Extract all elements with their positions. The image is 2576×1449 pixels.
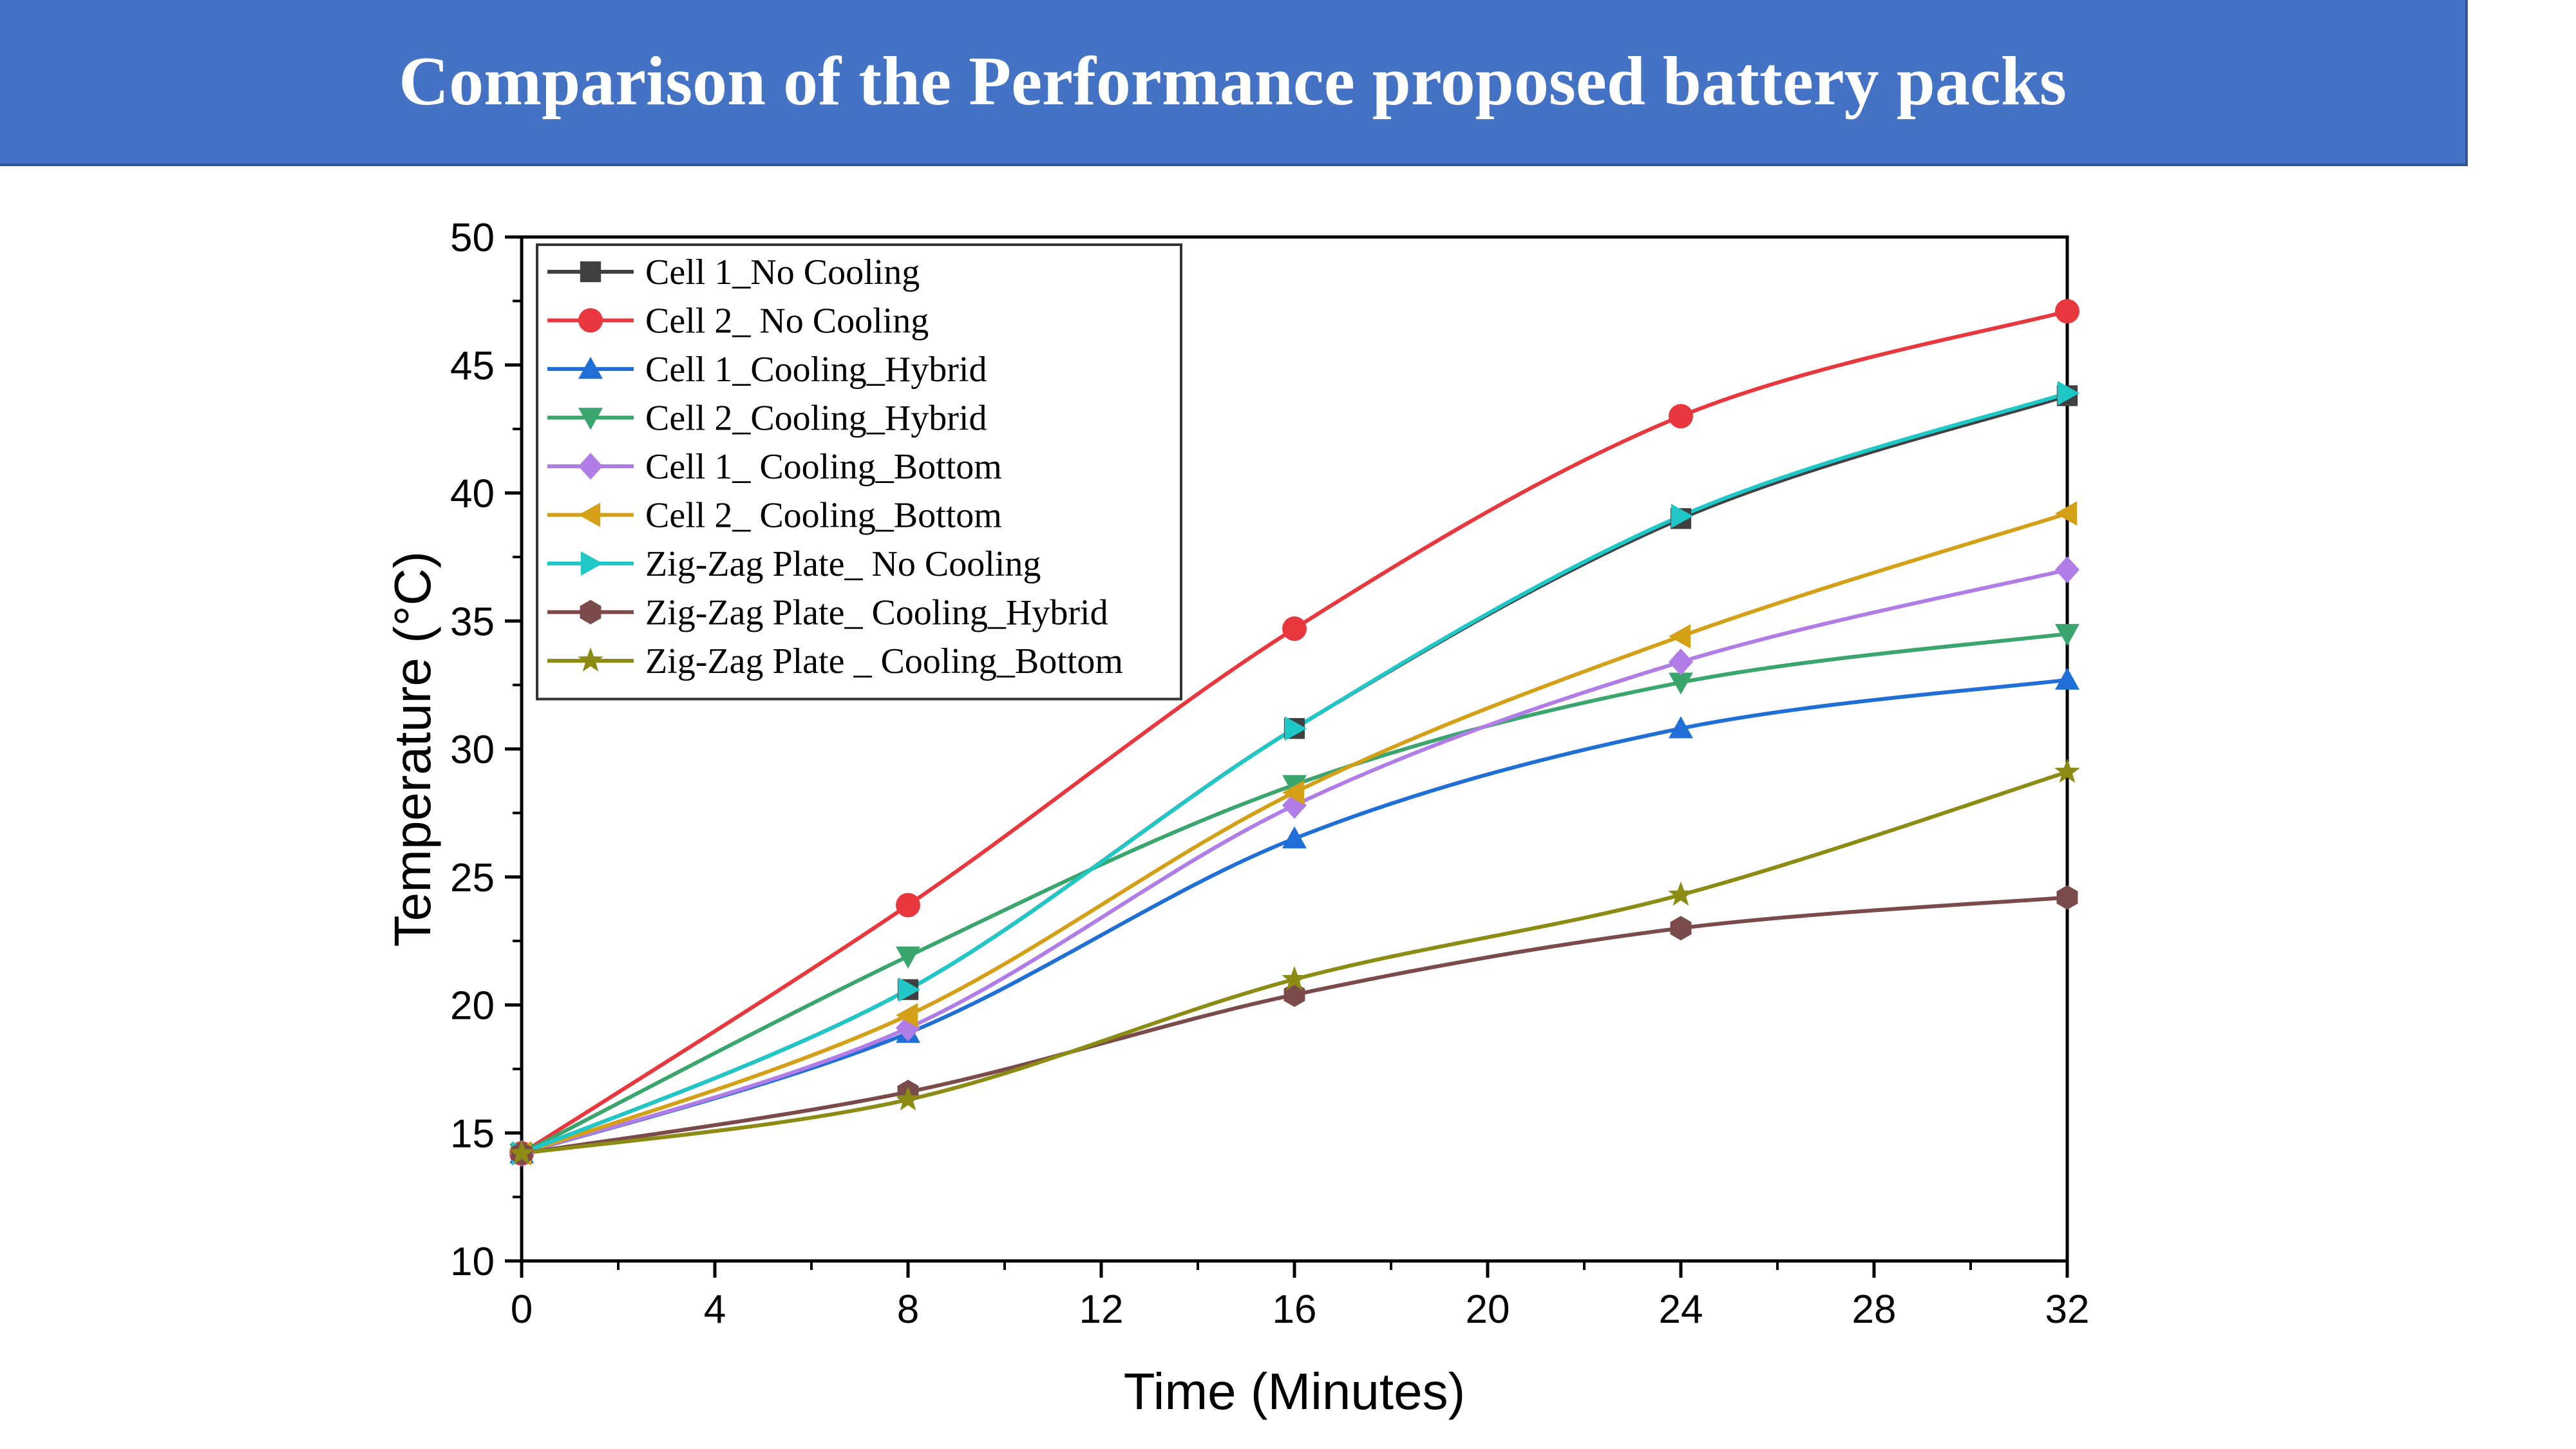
data-point: [1284, 716, 1307, 741]
legend-marker: [578, 453, 603, 480]
data-point: [1670, 916, 1692, 941]
y-axis-title: Temperature (°C): [384, 551, 441, 947]
data-point: [1669, 624, 1691, 649]
data-point: [1282, 780, 1305, 805]
y-tick-label: 15: [450, 1112, 495, 1156]
data-point: [1282, 826, 1307, 849]
data-point: [895, 1086, 921, 1111]
data-point: [2055, 501, 2078, 526]
data-point: [896, 946, 920, 969]
legend-label: Cell 2_ No Cooling: [645, 301, 929, 341]
data-point: [896, 1003, 918, 1028]
legend-box: [536, 243, 1182, 701]
slide-title: Comparison of the Performance proposed b…: [399, 43, 2067, 120]
x-tick-label: 12: [1079, 1287, 1124, 1332]
x-axis-title: Time (Minutes): [1124, 1363, 1465, 1420]
x-tick-label: 8: [897, 1287, 919, 1332]
series-line: [521, 895, 2068, 1156]
legend-label: Cell 1_ Cooling_Bottom: [645, 447, 1002, 487]
legend-label: Cell 1_No Cooling: [645, 252, 920, 292]
legend-marker: [578, 502, 601, 527]
x-tick-label: 24: [1659, 1287, 1703, 1332]
legend-marker: [580, 600, 601, 625]
legend-label: Cell 1_Cooling_Hybrid: [645, 350, 987, 390]
legend-label: Zig-Zag Plate _ Cooling_Bottom: [645, 641, 1123, 681]
y-tick-label: 25: [450, 856, 495, 900]
slide-title-bar: Comparison of the Performance proposed b…: [0, 0, 2468, 166]
data-point: [2054, 758, 2080, 783]
legend-label: Zig-Zag Plate_ No Cooling: [645, 544, 1041, 584]
legend-marker: [580, 261, 601, 283]
x-tick-label: 20: [1466, 1287, 1510, 1332]
chart-axes: 0 4 8 12 16 20 24 28 32 10 15 20 25 30 35 40 45 50: [450, 216, 2089, 1332]
data-point: [2055, 623, 2079, 647]
y-tick-label: 20: [450, 984, 495, 1028]
data-point: [896, 1014, 920, 1042]
data-point: [1669, 672, 1693, 695]
x-tick-label: 4: [704, 1287, 726, 1332]
y-tick-label: 10: [450, 1240, 495, 1284]
data-point: [896, 893, 920, 918]
data-point: [1669, 716, 1693, 739]
data-point: [2056, 885, 2078, 910]
data-point: [1283, 982, 1305, 1007]
data-point: [2057, 381, 2079, 406]
data-point: [1282, 616, 1307, 641]
legend-marker: [578, 647, 603, 672]
y-tick-label: 50: [450, 216, 495, 260]
data-point: [1282, 965, 1307, 990]
x-tick-label: 32: [2045, 1287, 2090, 1332]
x-tick-label: 28: [1852, 1287, 1897, 1332]
chart-markers: [509, 299, 2080, 1167]
legend-marker: [578, 308, 603, 333]
data-point: [898, 977, 920, 1002]
y-tick-label: 45: [450, 344, 495, 388]
chart-legend: Cell 1_No Cooling Cell 2_ No Cooling Cell …: [536, 243, 1182, 701]
data-point: [509, 1140, 535, 1164]
legend-label: Cell 2_Cooling_Hybrid: [645, 399, 987, 439]
y-tick-label: 30: [450, 728, 495, 772]
data-point: [1669, 648, 1693, 676]
y-tick-label: 35: [450, 600, 495, 644]
data-point: [2055, 667, 2079, 690]
data-point: [1668, 881, 1694, 906]
data-point: [2055, 556, 2079, 583]
data-point: [1669, 404, 1693, 429]
x-tick-label: 16: [1273, 1287, 1317, 1332]
data-point: [2055, 299, 2079, 324]
series-line: [521, 677, 2068, 1155]
y-tick-label: 40: [450, 472, 495, 516]
legend-label: Cell 2_ Cooling_Bottom: [645, 496, 1002, 536]
legend-marker: [578, 408, 603, 430]
legend-marker: [578, 357, 603, 379]
x-tick-label: 0: [511, 1287, 533, 1332]
legend-label: Zig-Zag Plate_ Cooling_Hybrid: [645, 593, 1108, 633]
legend-marker: [580, 551, 603, 576]
data-point: [1671, 504, 1693, 529]
